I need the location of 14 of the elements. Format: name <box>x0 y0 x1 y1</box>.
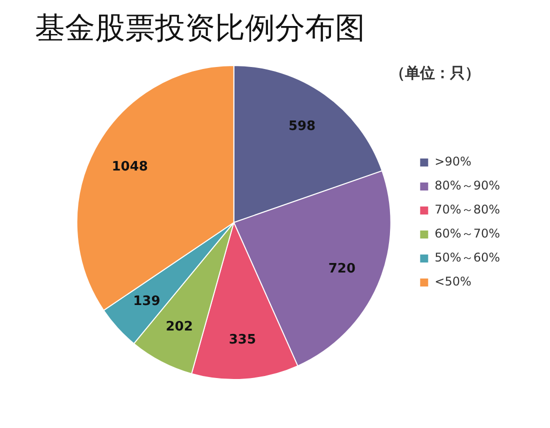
data-label: 139 <box>133 294 160 310</box>
data-label: 720 <box>328 262 356 277</box>
legend-label: <50% <box>434 274 472 289</box>
legend-label: 60%～70% <box>434 226 500 241</box>
chart-title: 基金股票投资比例分布图 <box>34 10 366 48</box>
text: （单位：只） <box>390 64 480 83</box>
data-label: 202 <box>166 319 193 334</box>
data-label: 598 <box>288 118 316 134</box>
data-label: 335 <box>228 332 256 348</box>
legend-label: 80%～90% <box>434 178 500 193</box>
legend-label: >90% <box>434 154 472 169</box>
data-label: 1048 <box>112 160 148 175</box>
legend-label: 70%～80% <box>434 202 500 217</box>
legend-label: 50%～60% <box>434 250 500 265</box>
